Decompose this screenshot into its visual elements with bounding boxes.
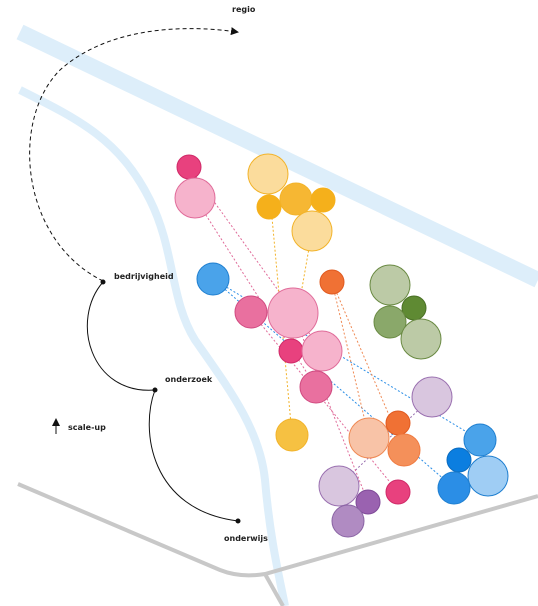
- label-onderwijs: onderwijs: [224, 534, 268, 543]
- rivers: [16, 24, 538, 606]
- label-bedrijvigheid: bedrijvigheid: [114, 272, 174, 281]
- circles: [174, 153, 509, 538]
- roads: [17, 482, 538, 606]
- flow-arcs: [29, 27, 241, 524]
- label-scale-up: scale-up: [68, 423, 106, 432]
- label-regio: regio: [232, 5, 256, 14]
- label-onderzoek: onderzoek: [165, 375, 213, 384]
